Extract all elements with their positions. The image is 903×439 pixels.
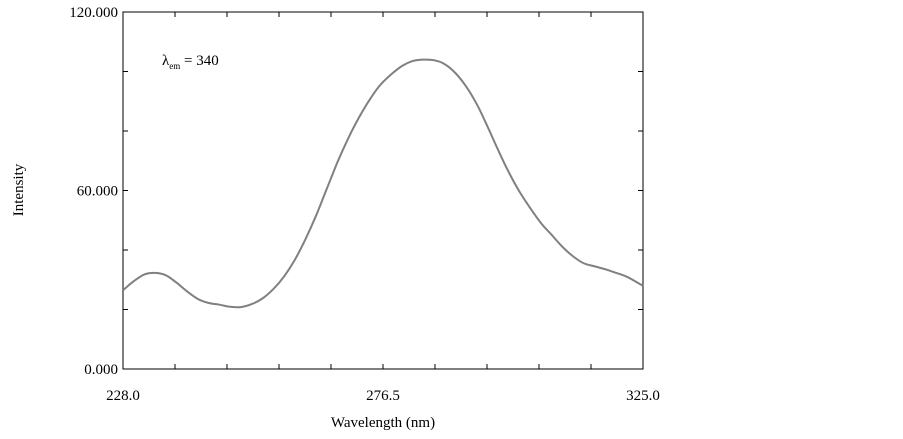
annotation-symbol: λ: [162, 53, 170, 69]
x-axis-title: Wavelength (nm): [331, 415, 435, 431]
y-tick-label: 0.000: [84, 362, 118, 378]
y-tick-label: 120.000: [69, 5, 118, 21]
emission-spectrum-line: [122, 58, 644, 309]
x-tick-label: 276.5: [366, 388, 400, 404]
y-tick-label: 60.000: [77, 184, 118, 200]
x-tick-label: 228.0: [106, 388, 140, 404]
annotation-value: = 340: [180, 53, 218, 69]
x-tick-label: 325.0: [626, 388, 660, 404]
annotation-subscript: em: [169, 61, 180, 71]
axis-ticks: [123, 12, 643, 369]
annotation-lambda-em: λem = 340: [162, 53, 219, 71]
axis-tick-labels: 228.0 276.5 325.0 0.000 60.000 120.000: [69, 5, 660, 404]
y-axis-title: Intensity: [11, 163, 27, 216]
